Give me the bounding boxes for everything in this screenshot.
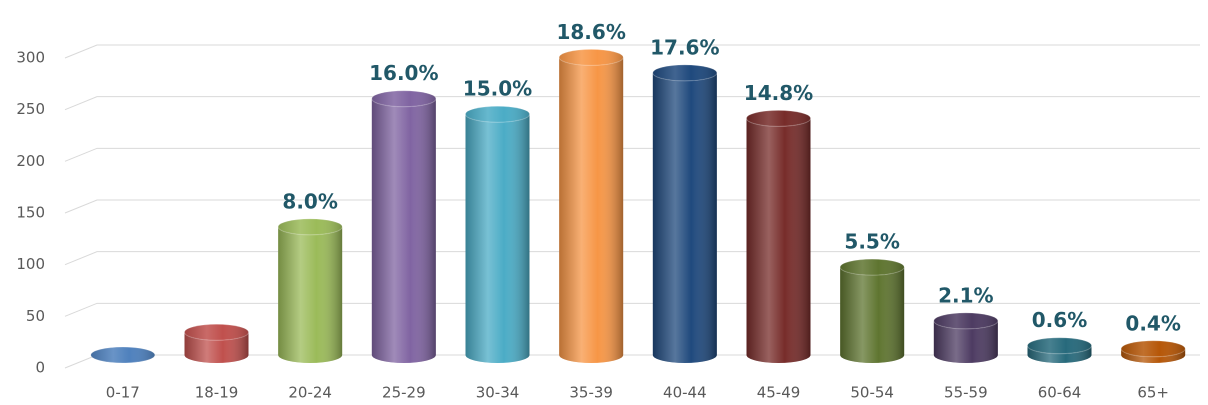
x-tick-label: 0-17 — [106, 384, 140, 402]
bar-top-shade — [559, 49, 624, 66]
bar-shading — [746, 118, 811, 363]
x-tick-label: 35-39 — [569, 384, 613, 402]
bar-shading — [1027, 345, 1092, 363]
x-tick-label: 50-54 — [850, 384, 894, 402]
bar-shading — [840, 267, 905, 363]
x-tick-label: 20-24 — [288, 384, 332, 402]
value-label: 0.6% — [1032, 308, 1087, 332]
bar-shading — [465, 114, 530, 363]
bar-top-shade — [1121, 340, 1186, 357]
bar-top-shade — [184, 324, 249, 341]
grid-line — [64, 199, 1200, 214]
grid-line — [64, 96, 1200, 111]
bar-top-shade — [746, 110, 811, 127]
y-tick-label: 0 — [35, 359, 45, 377]
y-tick-label: 300 — [16, 49, 45, 67]
y-tick-label: 200 — [16, 152, 45, 170]
value-label: 8.0% — [282, 189, 337, 213]
bar-shading — [652, 72, 717, 364]
bar-shading — [184, 332, 249, 363]
bar-shading — [371, 98, 436, 363]
bar-top-shade — [652, 64, 717, 81]
value-label: 17.6% — [650, 35, 719, 59]
bar-shading — [559, 57, 624, 364]
grid-line — [64, 44, 1200, 59]
bar-top-shade — [371, 90, 436, 107]
x-tick-label: 40-44 — [663, 384, 707, 402]
grid-line — [64, 251, 1200, 266]
value-label: 5.5% — [844, 230, 899, 254]
bar-top-shade — [840, 259, 905, 276]
x-tick-label: 60-64 — [1038, 384, 1082, 402]
bar-shading — [933, 320, 998, 363]
value-label: 2.1% — [938, 283, 993, 307]
y-tick-label: 150 — [16, 204, 45, 222]
y-tick-label: 50 — [26, 307, 45, 325]
bar-shading — [278, 226, 343, 363]
value-label: 14.8% — [744, 81, 813, 105]
bar-top-shade — [465, 106, 530, 123]
grid-line — [64, 302, 1200, 317]
value-label: 15.0% — [463, 77, 532, 101]
grid-line — [64, 147, 1200, 162]
bar-top-shade — [1027, 337, 1092, 354]
bar-top-shade — [278, 218, 343, 235]
value-label: 16.0% — [369, 61, 438, 85]
x-tick-label: 18-19 — [195, 384, 239, 402]
x-tick-label: 25-29 — [382, 384, 426, 402]
x-tick-label: 55-59 — [944, 384, 988, 402]
x-tick-label: 45-49 — [757, 384, 801, 402]
value-label: 0.4% — [1125, 311, 1180, 335]
y-tick-label: 100 — [16, 255, 45, 273]
x-tick-label: 30-34 — [476, 384, 520, 402]
x-tick-label: 65+ — [1137, 384, 1169, 402]
bar-shading — [1121, 348, 1186, 363]
y-tick-label: 250 — [16, 100, 45, 118]
bar-top-shade — [90, 347, 155, 363]
value-label: 18.6% — [556, 20, 625, 44]
bar-top-shade — [933, 312, 998, 329]
